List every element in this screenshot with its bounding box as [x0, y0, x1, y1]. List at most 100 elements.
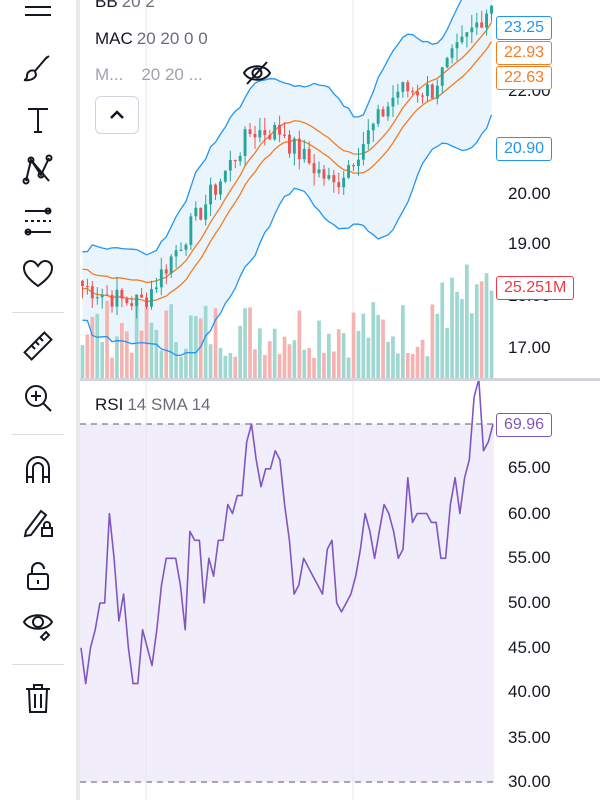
- candle-body: [81, 280, 84, 286]
- trash-icon[interactable]: [18, 680, 58, 716]
- volume-bar: [386, 341, 390, 378]
- candle-body: [302, 148, 306, 160]
- volume-bar: [184, 348, 188, 378]
- candle-body: [391, 97, 395, 107]
- volume-bar: [346, 357, 351, 378]
- pane-divider[interactable]: [80, 378, 600, 381]
- volume-bar: [253, 349, 257, 378]
- volume-bar: [228, 353, 233, 378]
- volume-bar: [381, 319, 385, 378]
- candle-body: [228, 160, 232, 171]
- ma-upper-price-tag: 22.93: [496, 41, 553, 65]
- candle-body: [194, 207, 198, 217]
- collapse-legend-button[interactable]: [95, 96, 139, 134]
- volume-bar: [440, 282, 445, 378]
- candle-body: [426, 84, 429, 97]
- bb-lower-price-tag: 20.90: [496, 137, 553, 161]
- zoom-in-icon[interactable]: [18, 380, 58, 416]
- volume-bar: [307, 348, 311, 378]
- candle-body: [297, 138, 301, 160]
- volume-bar: [144, 305, 149, 378]
- volume-bar: [134, 298, 139, 378]
- volume-bar: [218, 347, 223, 378]
- candle-body: [440, 67, 444, 86]
- rsi-legend[interactable]: RSI 14 SMA 14: [95, 395, 211, 415]
- volume-bar: [277, 354, 282, 378]
- volume-bar: [213, 308, 218, 378]
- candle-body: [263, 130, 267, 136]
- volume-bar: [341, 333, 346, 378]
- rsi-axis-label-6: 35.00: [508, 728, 551, 747]
- rsi-band: [80, 424, 494, 782]
- candle-body: [169, 256, 173, 274]
- unlock-icon[interactable]: [18, 558, 58, 594]
- ma-legend-hidden[interactable]: M... 20 20 ...: [95, 65, 203, 85]
- candle-body: [164, 269, 168, 274]
- volume-bar: [302, 349, 307, 378]
- volume-bar: [258, 328, 262, 378]
- eye-off-icon[interactable]: [242, 60, 272, 86]
- volume-bar: [287, 344, 292, 378]
- candle-body: [125, 298, 129, 304]
- volume-bar: [396, 353, 400, 378]
- candle-body: [386, 106, 390, 117]
- candle-body: [204, 204, 208, 220]
- drawing-toolbar: [0, 0, 76, 800]
- volume-bar: [139, 330, 144, 378]
- candle-body: [179, 249, 183, 251]
- rsi-axis-label-7: 30.00: [508, 772, 551, 791]
- volume-bar: [263, 354, 267, 378]
- eye-icon[interactable]: [18, 606, 58, 642]
- volume-bar: [129, 352, 134, 378]
- candle-body: [460, 36, 464, 43]
- toolbar-border: [76, 0, 80, 800]
- candle-body: [105, 294, 109, 296]
- volume-bar: [401, 305, 405, 378]
- lock-drawing-icon[interactable]: [18, 504, 58, 540]
- candle-body: [322, 169, 326, 179]
- volume-bar: [80, 345, 85, 378]
- candle-body: [445, 58, 449, 68]
- fib-retracement-icon[interactable]: [18, 204, 58, 240]
- text-icon[interactable]: [18, 102, 58, 138]
- lines-menu-icon[interactable]: [18, 0, 58, 28]
- candle-body: [248, 129, 252, 134]
- rsi-axis-label-2: 55.00: [508, 548, 551, 567]
- bb-legend[interactable]: BB 20 2: [95, 0, 155, 12]
- volume-bar: [198, 318, 203, 378]
- candle-body: [421, 95, 424, 97]
- candle-body: [150, 289, 153, 307]
- candle-body: [455, 42, 459, 49]
- mac-legend[interactable]: MAC 20 20 0 0: [95, 29, 208, 49]
- magnet-icon[interactable]: [18, 452, 58, 488]
- candle-body: [253, 134, 257, 138]
- volume-bar: [317, 320, 321, 378]
- volume-bar: [376, 315, 380, 378]
- favorites-heart-icon[interactable]: [18, 256, 58, 292]
- volume-bar: [322, 352, 326, 378]
- volume-bar: [238, 325, 242, 378]
- candle-body: [268, 135, 272, 140]
- volume-bar: [450, 277, 454, 378]
- rsi-pane[interactable]: [80, 381, 600, 800]
- volume-bar: [415, 346, 420, 378]
- candle-body: [416, 91, 419, 96]
- candle-body: [135, 294, 139, 307]
- volume-bar: [361, 313, 366, 378]
- bb-lower-line: [82, 114, 493, 357]
- price-axis-label-3: 17.00: [508, 338, 551, 357]
- brush-icon[interactable]: [18, 50, 58, 86]
- mac-legend-name: MAC: [95, 29, 133, 48]
- candle-body: [450, 48, 454, 58]
- pattern-icon[interactable]: [18, 152, 58, 188]
- volume-bar: [125, 331, 129, 378]
- volume-bar: [120, 322, 124, 378]
- price-axis-label-1: 20.00: [508, 184, 551, 203]
- candle-body: [337, 182, 341, 188]
- candle-body: [90, 286, 94, 299]
- chart-area[interactable]: BB 20 2 MAC 20 20 0 0 M... 20 20 ... 22.00 …: [80, 0, 600, 800]
- chevron-up-icon: [110, 110, 124, 119]
- ruler-icon[interactable]: [18, 328, 58, 364]
- volume-bar: [420, 339, 425, 378]
- price-pane[interactable]: [80, 0, 600, 378]
